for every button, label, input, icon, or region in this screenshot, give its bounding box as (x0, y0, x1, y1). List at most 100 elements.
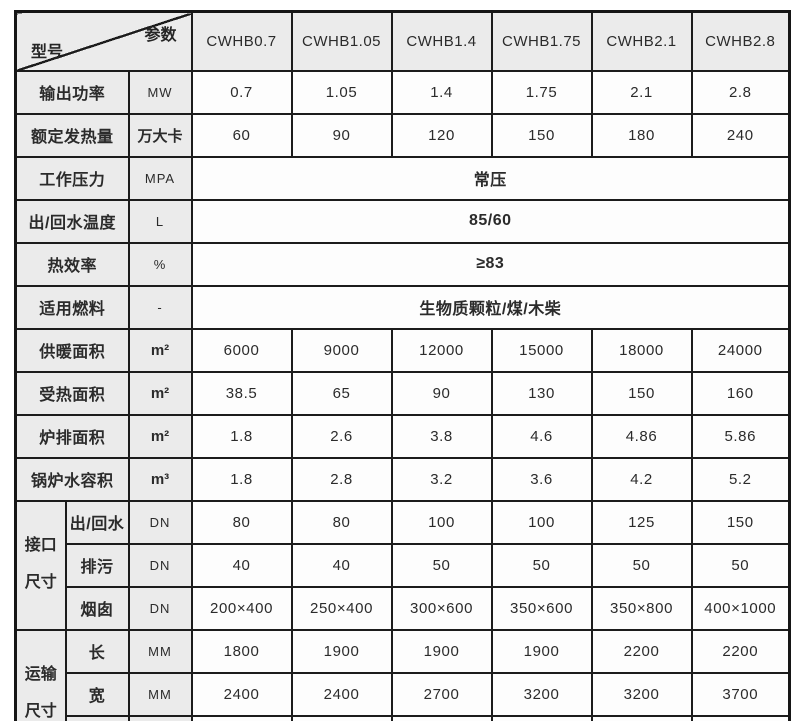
table-row: 锅炉水容积 m³ 1.8 2.8 3.2 3.6 4.2 5.2 (14, 456, 791, 502)
cell-value: 100 (490, 499, 593, 545)
row-unit: MPA (127, 155, 193, 201)
cell-value: 12000 (390, 327, 493, 373)
cell-value: 15000 (490, 327, 593, 373)
row-label: 锅炉水容积 (14, 456, 130, 502)
row-unit: DN (127, 585, 193, 631)
cell-value: 50 (490, 542, 593, 588)
row-unit: m² (127, 370, 193, 416)
cell-value: 3.8 (390, 413, 493, 459)
corner-label-model: 型号 (31, 43, 64, 61)
merged-value: 85/60 (190, 198, 791, 244)
row-unit: 万大卡 (127, 112, 193, 158)
cell-value: 2800 (490, 714, 593, 721)
cell-value: 180 (590, 112, 693, 158)
row-unit: MM (127, 628, 193, 674)
cell-value: 2500 (190, 714, 293, 721)
cell-value: 1.8 (190, 413, 293, 459)
model-header: CWHB0.7 (190, 10, 293, 72)
cell-value: 3200 (590, 671, 693, 717)
cell-value: 1800 (190, 628, 293, 674)
model-header: CWHB1.05 (290, 10, 393, 72)
row-label: 受热面积 (14, 370, 130, 416)
table-row: 炉排面积 m² 1.8 2.6 3.8 4.6 4.86 5.86 (14, 413, 791, 459)
cell-value: 4.6 (490, 413, 593, 459)
row-label: 出/回水温度 (14, 198, 130, 244)
group-label-text: 接口尺寸 (24, 537, 57, 591)
cell-value: 1900 (390, 628, 493, 674)
cell-value: 1.75 (490, 69, 593, 115)
cell-value: 1.8 (190, 456, 293, 502)
cell-value: 3000 (690, 714, 791, 721)
row-label: 炉排面积 (14, 413, 130, 459)
cell-value: 2200 (690, 628, 791, 674)
cell-value: 18000 (590, 327, 693, 373)
cell-value: 240 (690, 112, 791, 158)
model-header: CWHB1.75 (490, 10, 593, 72)
cell-value: 38.5 (190, 370, 293, 416)
table-row: 工作压力 MPA 常压 (14, 155, 791, 201)
merged-value: ≥83 (190, 241, 791, 287)
cell-value: 1900 (490, 628, 593, 674)
cell-value: 4.86 (590, 413, 693, 459)
group-label: 接口尺寸 (14, 499, 67, 631)
cell-value: 150 (590, 370, 693, 416)
table-row: 适用燃料 - 生物质颗粒/煤/木柴 (14, 284, 791, 330)
cell-value: 2700 (390, 671, 493, 717)
cell-value: 3200 (490, 671, 593, 717)
cell-value: 3700 (690, 671, 791, 717)
cell-value: 40 (190, 542, 293, 588)
model-header: CWHB1.4 (390, 10, 493, 72)
cell-value: 200×400 (190, 585, 293, 631)
table-row: 烟囱 DN 200×400 250×400 300×600 350×600 350×800 4… (16, 585, 791, 631)
cell-value: 24000 (690, 327, 791, 373)
cell-value: 50 (390, 542, 493, 588)
cell-value: 0.7 (190, 69, 293, 115)
corner-label-parameter: 参数 (144, 27, 177, 44)
cell-value: 50 (690, 542, 791, 588)
cell-value: 120 (390, 112, 493, 158)
cell-value: 2.8 (690, 69, 791, 115)
cell-value: 1.4 (390, 69, 493, 115)
merged-value: 生物质颗粒/煤/木柴 (190, 284, 791, 330)
table-row: 高MM250026002700280028003000 (16, 714, 791, 721)
cell-value: 1900 (290, 628, 393, 674)
cell-value: 160 (690, 370, 791, 416)
cell-value: 60 (190, 112, 293, 158)
table-row: 受热面积 m² 38.5 65 90 130 150 160 (14, 370, 791, 416)
cell-value: 9000 (290, 327, 393, 373)
cell-value: 350×800 (590, 585, 693, 631)
cell-value: 150 (690, 499, 791, 545)
cell-value: 2400 (190, 671, 293, 717)
table-row: 输出功率 MW 0.7 1.05 1.4 1.75 2.1 2.8 (14, 69, 791, 115)
table-row: 宽 MM 2400 2400 2700 3200 3200 3700 (16, 671, 791, 717)
model-header-row: 参数 型号 CWHB0.7 CWHB1.05 CWHB1.4 CWHB1.75 CWHB… (14, 10, 791, 72)
cell-value: 5.2 (690, 456, 791, 502)
cell-value: 80 (190, 499, 293, 545)
row-label: 输出功率 (14, 69, 130, 115)
row-unit: MW (127, 69, 193, 115)
row-label: 排污 (64, 542, 130, 588)
table-row: 运输尺寸长 MM 1800 1900 1900 1900 2200 2200 (14, 628, 791, 721)
corner-cell: 参数 型号 (14, 10, 193, 72)
group-label-text: 运输尺寸 (24, 665, 57, 720)
row-unit: MM (127, 714, 193, 721)
table-row: 供暖面积 m² 6000 9000 12000 15000 18000 24000 (14, 327, 791, 373)
cell-value: 2700 (390, 714, 493, 721)
cell-value: 80 (290, 499, 393, 545)
cell-value: 2800 (590, 714, 693, 721)
row-label: 烟囱 (64, 585, 130, 631)
cell-value: 400×1000 (690, 585, 791, 631)
merged-value: 常压 (190, 155, 791, 201)
cell-value: 2.6 (290, 413, 393, 459)
row-unit: % (127, 241, 193, 287)
cell-value: 125 (590, 499, 693, 545)
cell-value: 4.2 (590, 456, 693, 502)
row-unit: m² (127, 413, 193, 459)
row-unit: DN (127, 499, 193, 545)
cell-value: 250×400 (290, 585, 393, 631)
row-label: 高 (64, 714, 130, 721)
cell-value: 65 (290, 370, 393, 416)
cell-value: 90 (290, 112, 393, 158)
cell-value: 2.8 (290, 456, 393, 502)
